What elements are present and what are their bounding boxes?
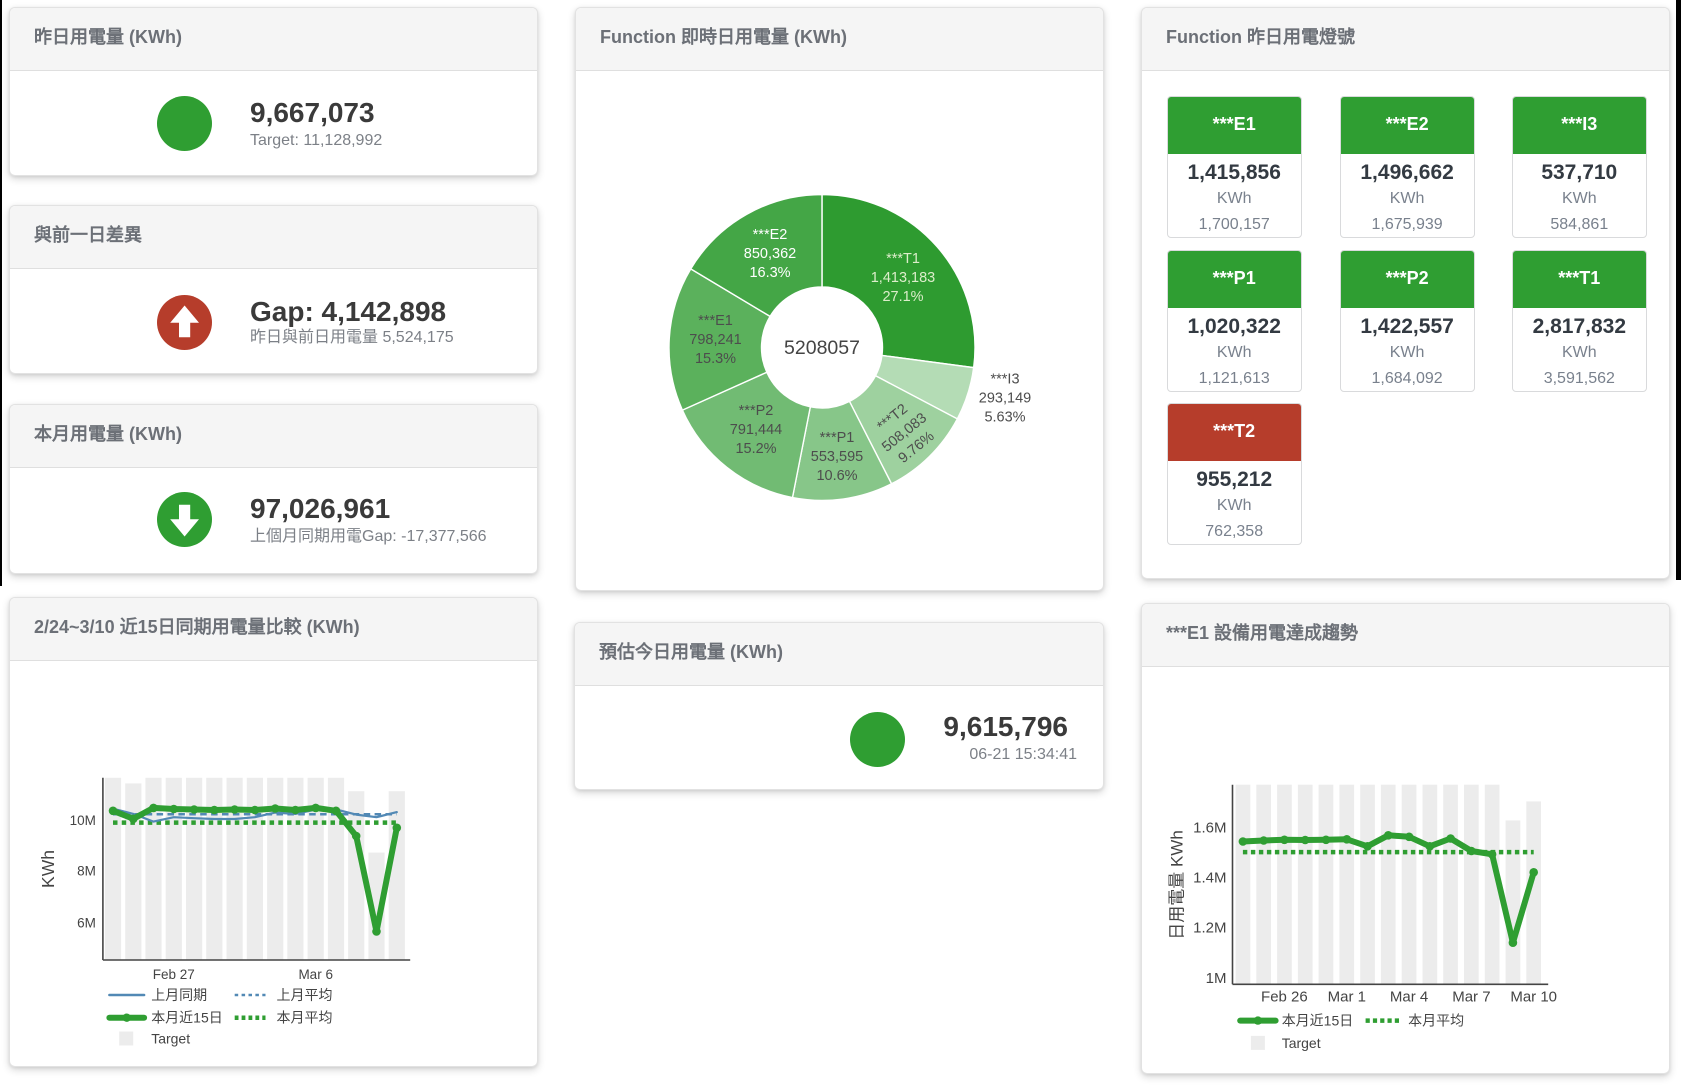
svg-text:Target: Target	[1282, 1035, 1321, 1051]
svg-text:上月同期: 上月同期	[151, 987, 207, 1003]
svg-text:本月平均: 本月平均	[1408, 1013, 1464, 1029]
svg-text:Mar 4: Mar 4	[1390, 989, 1428, 1006]
svg-text:Mar 6: Mar 6	[298, 967, 333, 982]
svg-text:本月近15日: 本月近15日	[1282, 1013, 1354, 1029]
svg-text:5208057: 5208057	[784, 337, 860, 359]
svg-text:本月平均: 本月平均	[277, 1010, 333, 1026]
svg-text:日用電量 KWh: 日用電量 KWh	[1168, 830, 1187, 940]
svg-text:8M: 8M	[77, 863, 96, 878]
svg-text:Feb 26: Feb 26	[1261, 989, 1308, 1006]
svg-text:上月平均: 上月平均	[277, 987, 333, 1003]
svg-text:KWh: KWh	[38, 850, 58, 888]
svg-text:1.4M: 1.4M	[1193, 870, 1226, 887]
svg-text:Mar 10: Mar 10	[1510, 989, 1557, 1006]
svg-text:10M: 10M	[70, 813, 96, 828]
svg-text:Mar 1: Mar 1	[1328, 989, 1366, 1006]
svg-text:6M: 6M	[77, 915, 96, 930]
svg-text:1.6M: 1.6M	[1193, 820, 1226, 837]
svg-text:Mar 7: Mar 7	[1452, 989, 1490, 1006]
svg-text:Feb 27: Feb 27	[153, 967, 195, 982]
svg-text:1M: 1M	[1206, 970, 1227, 987]
svg-text:1.2M: 1.2M	[1193, 920, 1226, 937]
svg-text:Target: Target	[151, 1031, 190, 1047]
svg-text:本月近15日: 本月近15日	[151, 1010, 223, 1026]
